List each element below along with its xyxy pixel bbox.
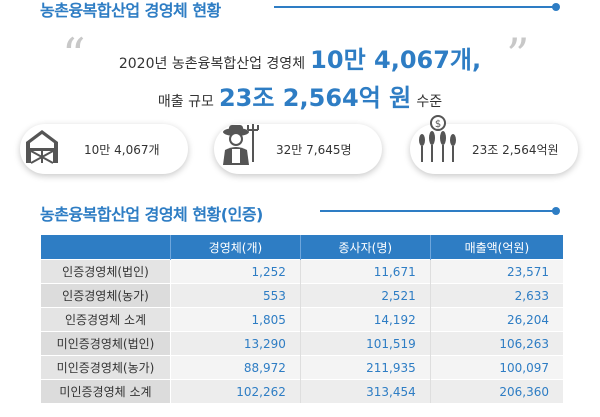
cell-sales: 26,204 [429,307,563,332]
svg-text:$: $ [435,119,441,130]
row-label: 인증경영체(농가) [41,283,171,308]
cell-sales: 206,360 [429,379,563,403]
summary-highlight-sales: 23조 2,564억 원 [218,84,412,112]
cell-entities: 13,290 [170,331,301,356]
summary-suffix-2: 수준 [416,94,443,110]
cell-entities: 1,252 [170,259,301,284]
cell-sales: 100,097 [429,355,563,380]
cell-entities: 1,805 [170,307,301,332]
cell-entities: 88,972 [170,355,301,380]
cell-entities: 102,262 [170,379,301,403]
cell-workers: 101,519 [299,331,431,356]
stat-label-entities: 10만 4,067개 [84,143,160,157]
table-header-row: 경영체(개) 종사자(명) 매출액(억원) [41,235,563,260]
cell-workers: 2,521 [299,283,431,308]
summary-highlight-count: 10만 4,067개, [310,46,482,74]
cell-workers: 313,454 [299,379,431,403]
farmer-icon [223,124,259,165]
col-header-sales: 매출액(억원) [429,235,563,260]
row-label: 미인증경영체(농가) [41,355,171,380]
summary-line-1: 2020년 농촌융복합산업 경영체 10만 4,067개, [0,40,600,75]
cell-sales: 106,263 [429,331,563,356]
entity-table: 경영체(개) 종사자(명) 매출액(억원) 인증경영체(법인) 1,252 11… [41,235,563,403]
row-label: 인증경영체(법인) [41,259,171,284]
stat-card-sales: $ 23조 2,564억원 [410,115,578,174]
stat-label-workers: 32만 7,645명 [276,143,352,157]
cell-sales: 2,633 [429,283,563,308]
open-quote-icon: “ [62,28,86,82]
row-label: 미인증경영체(법인) [41,331,171,356]
summary-line-2: 매출 규모 23조 2,564억 원 수준 [0,78,600,113]
table-row: 인증경영체(농가) 553 2,521 2,633 [41,283,563,308]
money-crops-icon: $ [419,115,456,162]
table-row: 인증경영체 소계 1,805 14,192 26,204 [41,307,563,332]
cell-entities: 553 [170,283,301,308]
summary-prefix-1: 2020년 농촌융복합산업 경영체 [118,56,306,72]
table-title-divider [320,207,560,215]
close-quote-icon: ” [506,28,530,82]
col-header-label [41,235,171,260]
col-header-workers: 종사자(명) [299,235,431,260]
col-header-entities: 경영체(개) [170,235,301,260]
table-row: 미인증경영체(농가) 88,972 211,935 100,097 [41,355,563,380]
cell-sales: 23,571 [429,259,563,284]
row-label: 미인증경영체 소계 [41,379,171,403]
cell-workers: 11,671 [299,259,431,284]
stat-label-sales: 23조 2,564억원 [472,143,559,157]
summary-prefix-2: 매출 규모 [157,94,214,110]
cell-workers: 211,935 [299,355,431,380]
table-row: 미인증경영체(법인) 13,290 101,519 106,263 [41,331,563,356]
table-title: 농촌융복합산업 경영체 현황(인증) [40,205,263,224]
stat-card-workers: 32만 7,645명 [214,124,382,174]
cell-workers: 14,192 [299,307,431,332]
stat-card-entities: 10만 4,067개 [20,124,188,174]
barn-icon [26,130,58,164]
row-label: 인증경영체 소계 [41,307,171,332]
table-row: 미인증경영체 소계 102,262 313,454 206,360 [41,379,563,403]
page-title: 농촌융복합산업 경영체 현황 [40,1,221,20]
table-row: 인증경영체(법인) 1,252 11,671 23,571 [41,259,563,284]
title-divider [274,3,560,11]
